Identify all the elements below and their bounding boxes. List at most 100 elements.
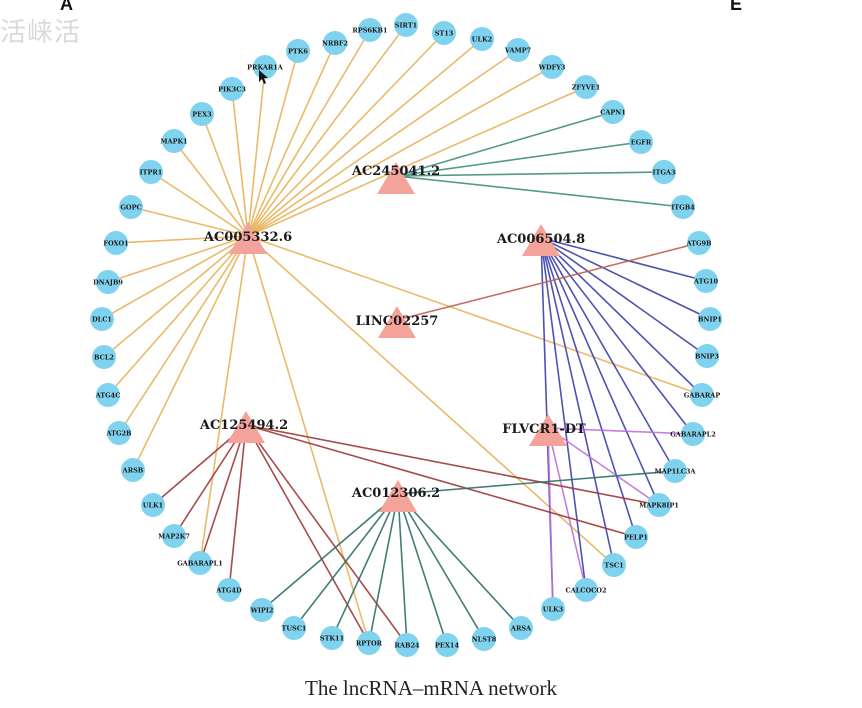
mrna-label: DNAJB9 xyxy=(93,279,123,287)
edge-ac006504-8-gabarap xyxy=(540,237,703,396)
edge-ac245041-2-egfr xyxy=(395,141,642,177)
edge-ac006504-8-pelp1 xyxy=(540,237,637,538)
mrna-node-circle xyxy=(574,75,598,99)
mrna-node-circle xyxy=(574,578,598,602)
edge-ac005332-6-pex3 xyxy=(201,113,249,237)
mrna-node-circle xyxy=(141,493,165,517)
mrna-label: GABARAPL1 xyxy=(177,560,223,568)
mrna-label: ATG4C xyxy=(95,392,121,400)
edge-ac005332-6-gabarapl1 xyxy=(199,235,249,564)
lncrna-triangle xyxy=(379,480,417,512)
mouse-cursor-icon xyxy=(259,70,268,84)
mrna-node-atg4c: ATG4C xyxy=(95,383,121,407)
mrna-label: CAPN1 xyxy=(600,109,626,117)
lncrna-label: AC125494.2 xyxy=(199,418,288,433)
mrna-node-itpr1: ITPR1 xyxy=(139,160,163,184)
mrna-label: FOXO1 xyxy=(103,240,128,248)
mrna-node-circle xyxy=(394,13,418,37)
lncrna-node-ac245041-2: AC245041.2 xyxy=(351,162,440,194)
mrna-node-sirt1: SIRT1 xyxy=(394,13,418,37)
edge-ac005332-6-ulk2 xyxy=(247,38,483,237)
lncrna-node-flvcr1-dt: FLVCR1-DT xyxy=(502,414,586,446)
mrna-label: PEX3 xyxy=(192,111,212,119)
mrna-node-circle xyxy=(358,18,382,42)
lncrna-label: LINC02257 xyxy=(356,314,439,329)
mrna-label: ST13 xyxy=(435,30,454,38)
edge-ac005332-6-prkar1a xyxy=(247,66,266,237)
mrna-node-circle xyxy=(601,100,625,124)
mrna-node-wipi2: WIPI2 xyxy=(250,598,274,622)
mrna-label: PTK6 xyxy=(288,48,308,56)
mrna-node-circle xyxy=(96,383,120,407)
mrna-node-rab24: RAB24 xyxy=(395,633,420,657)
mrna-label: BNIP3 xyxy=(695,353,719,361)
mrna-label: DLC1 xyxy=(92,316,112,324)
edge-ac245041-2-itga3 xyxy=(395,171,665,177)
mrna-label: ITPR1 xyxy=(140,169,163,177)
mrna-node-arsb: ARSB xyxy=(121,458,145,482)
mrna-label: RPTOR xyxy=(356,640,383,648)
mrna-node-tsc1: TSC1 xyxy=(602,553,626,577)
figure-caption: The lncRNA–mRNA network xyxy=(305,676,557,700)
mrna-node-circle xyxy=(695,344,719,368)
mrna-node-pex3: PEX3 xyxy=(190,102,214,126)
edge-ac012306-2-arsa xyxy=(397,493,522,629)
node-layer: NRBF2 RPS6KB1 SIRT1 ST13 ULK2 VAMP7 WDFY3 ZFYVE… xyxy=(90,13,722,657)
edge-ac012306-2-rptor xyxy=(368,493,399,644)
edge-flvcr1-dt-ulk3 xyxy=(547,427,554,610)
edge-ac125494-2-rptor xyxy=(245,424,370,644)
mrna-node-circle xyxy=(323,31,347,55)
mrna-node-circle xyxy=(687,231,711,255)
mrna-label: EGFR xyxy=(631,139,652,147)
mrna-label: RAB24 xyxy=(395,642,420,650)
mrna-node-ulk3: ULK3 xyxy=(541,597,565,621)
mrna-node-tusc1: TUSC1 xyxy=(282,616,307,640)
edge-ac012306-2-rab24 xyxy=(397,493,408,646)
lncrna-label: AC006504.8 xyxy=(496,232,585,247)
mrna-label: ARSB xyxy=(122,467,144,475)
mrna-label: ATG10 xyxy=(693,278,719,286)
mrna-node-vamp7: VAMP7 xyxy=(504,38,531,62)
mrna-node-circle xyxy=(432,21,456,45)
lncrna-triangle xyxy=(522,224,560,256)
mrna-node-prkar1a: PRKAR1A xyxy=(247,55,284,79)
mrna-label: TSC1 xyxy=(604,562,623,570)
mrna-label: ITGA3 xyxy=(653,169,676,177)
mrna-node-bnip1: BNIP1 xyxy=(698,307,722,331)
mrna-node-ulk1: ULK1 xyxy=(141,493,165,517)
mrna-node-dnajb9: DNAJB9 xyxy=(93,270,123,294)
mrna-node-circle xyxy=(162,524,186,548)
edge-ac005332-6-st13 xyxy=(247,32,445,237)
edge-ac005332-6-dlc1 xyxy=(101,235,249,320)
mrna-node-pex14: PEX14 xyxy=(435,633,459,657)
mrna-node-itgb4: ITGB4 xyxy=(671,195,695,219)
edge-ac012306-2-pex14 xyxy=(397,493,448,646)
mrna-label: ATG9B xyxy=(685,240,712,248)
mrna-node-rptor: RPTOR xyxy=(356,631,383,655)
mrna-node-atg10: ATG10 xyxy=(693,269,719,293)
mrna-label: ZFYVE1 xyxy=(572,84,601,92)
mrna-label: ATG2B xyxy=(105,430,132,438)
mrna-node-circle xyxy=(472,627,496,651)
edge-ac006504-8-calcoco2 xyxy=(540,237,587,591)
edge-ac006504-8-mapk8ip1 xyxy=(540,237,660,506)
mrna-node-gabarapl2: GABARAPL2 xyxy=(670,422,716,446)
mrna-node-gopc: GOPC xyxy=(119,195,143,219)
mrna-label: GABARAP xyxy=(684,392,721,400)
lncrna-label: AC005332.6 xyxy=(203,230,292,245)
edge-ac012306-2-tusc1 xyxy=(293,493,399,629)
mrna-node-dlc1: DLC1 xyxy=(90,307,114,331)
mrna-label: NRBF2 xyxy=(322,40,348,48)
mrna-node-circle xyxy=(540,55,564,79)
mrna-node-circle xyxy=(624,525,648,549)
edge-ac006504-8-atg10 xyxy=(540,237,707,282)
mrna-node-circle xyxy=(286,39,310,63)
mrna-label: SIRT1 xyxy=(395,22,417,30)
mrna-label: ATG4D xyxy=(215,587,242,595)
mrna-node-zfyve1: ZFYVE1 xyxy=(572,75,601,99)
mrna-node-circle xyxy=(509,616,533,640)
mrna-label: TUSC1 xyxy=(282,625,307,633)
mrna-node-circle xyxy=(121,458,145,482)
edge-ac006504-8-bnip1 xyxy=(540,237,711,320)
lncrna-triangle xyxy=(529,414,567,446)
